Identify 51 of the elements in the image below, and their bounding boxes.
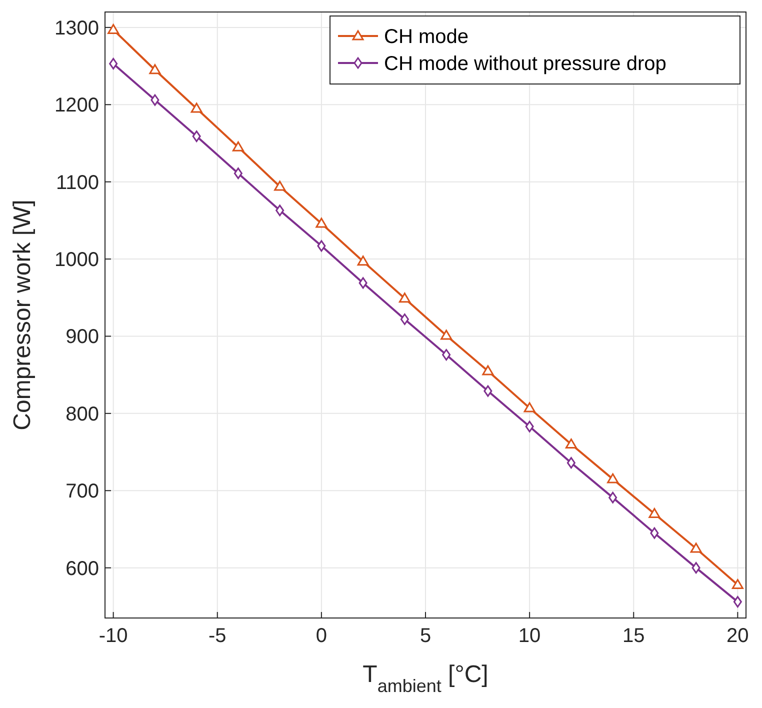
point <box>608 492 618 504</box>
y-tick-label: 1200 <box>54 94 99 117</box>
point <box>565 438 577 449</box>
x-tick-label: 15 <box>622 625 645 647</box>
point <box>398 292 410 303</box>
point <box>317 240 326 252</box>
point <box>482 365 494 376</box>
point <box>357 256 369 266</box>
point <box>484 385 492 397</box>
point <box>190 102 202 113</box>
point <box>648 508 660 518</box>
point <box>109 58 118 70</box>
point <box>692 562 700 574</box>
point <box>108 24 120 34</box>
x-tick-label: 20 <box>726 625 749 647</box>
y-tick-label: 800 <box>66 403 99 426</box>
y-tick-label: 900 <box>66 326 99 348</box>
x-tick-label: 5 <box>420 625 432 647</box>
point <box>358 277 368 289</box>
point <box>442 349 451 361</box>
point <box>566 457 576 469</box>
point <box>733 596 742 608</box>
legend-label: CH mode <box>384 26 468 48</box>
x-tick-label: -5 <box>208 625 226 647</box>
x-tick-label: -10 <box>98 625 128 647</box>
point <box>232 141 244 152</box>
point <box>732 579 744 590</box>
x-axis-title: T$_{ambient}$ [°C] <box>362 661 488 696</box>
point <box>316 218 328 228</box>
point <box>150 94 160 106</box>
point <box>274 180 286 191</box>
point <box>524 402 536 412</box>
point <box>690 542 702 553</box>
point <box>276 204 284 216</box>
legend-label: CH mode without pressure drop <box>384 53 666 75</box>
x-tick-label: 0 <box>316 625 328 647</box>
point <box>525 420 534 432</box>
point <box>440 330 452 340</box>
y-axis-title: Compressor work [W] <box>9 200 36 430</box>
y-tick-label: 700 <box>66 480 99 503</box>
y-tick-label: 1000 <box>54 249 99 272</box>
point <box>650 527 659 539</box>
point <box>192 130 201 142</box>
x-tick-label: 10 <box>518 625 541 647</box>
y-tick-label: 600 <box>66 558 99 580</box>
y-tick-label: 1100 <box>56 172 99 194</box>
y-tick-label: 1300 <box>54 17 99 40</box>
point <box>234 168 242 180</box>
point <box>400 313 409 325</box>
point <box>149 64 161 74</box>
point <box>607 473 619 484</box>
